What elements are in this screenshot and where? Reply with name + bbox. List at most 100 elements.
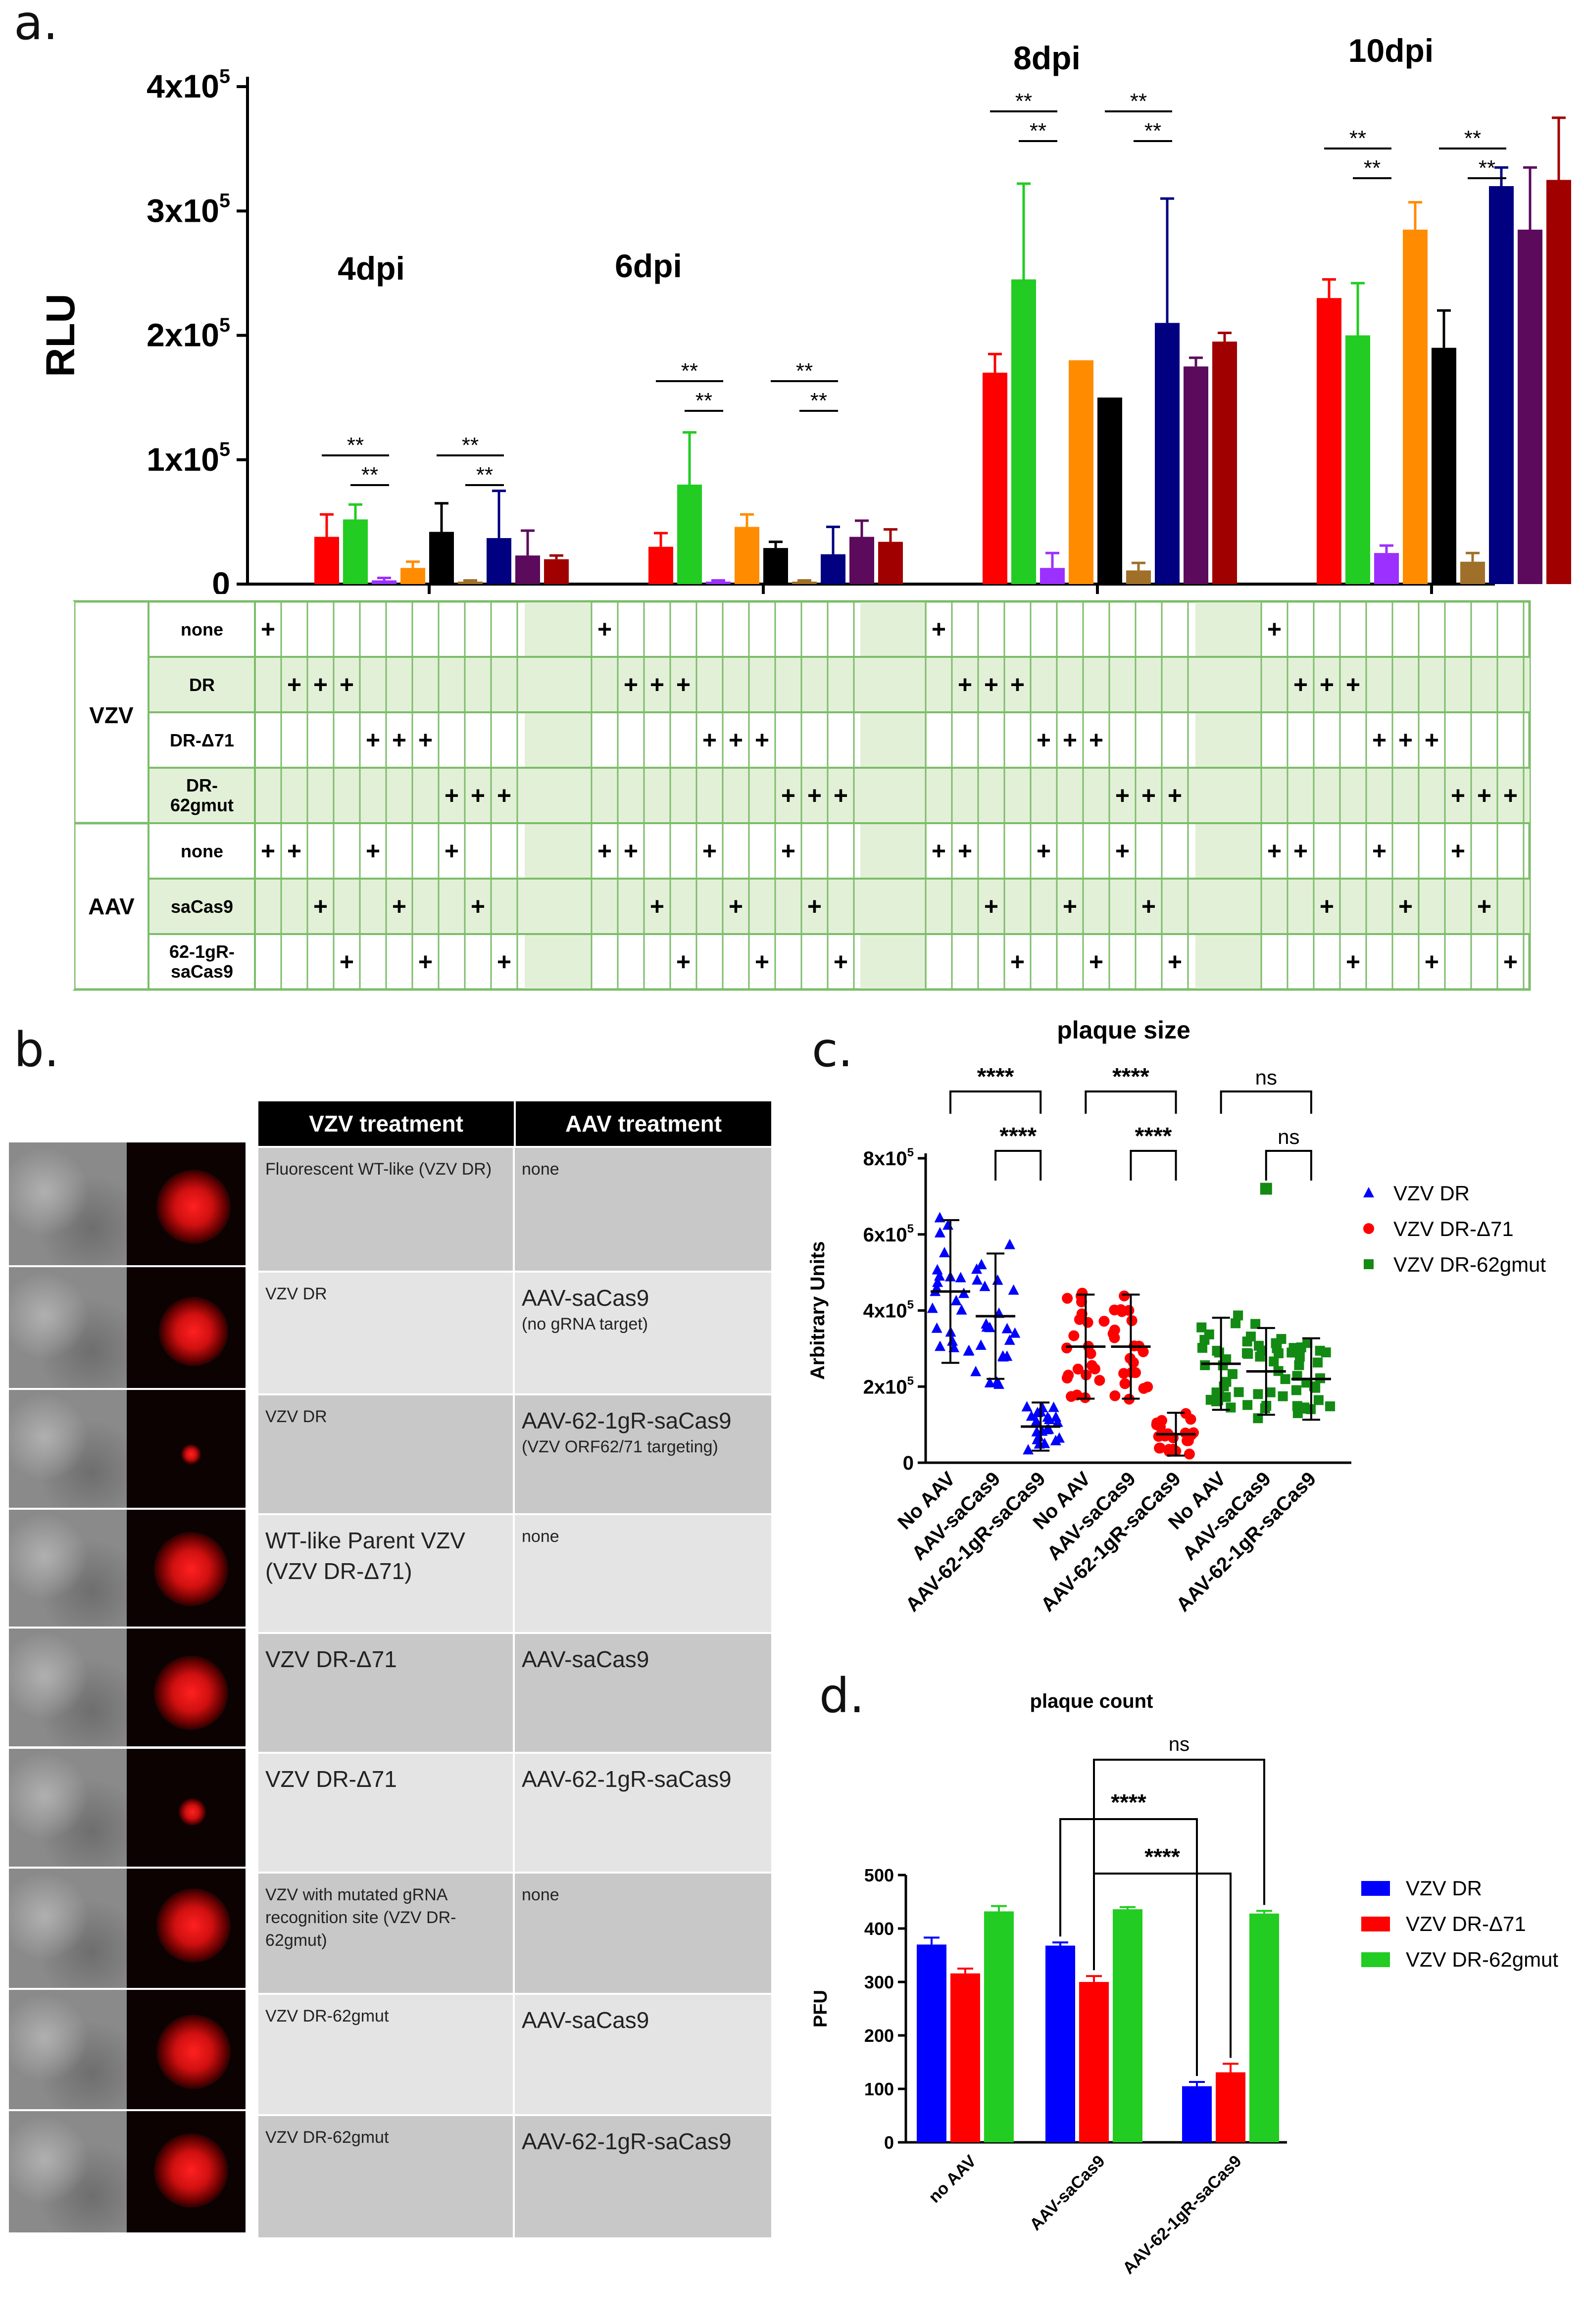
- row-label: 62-1gR-saCas9: [169, 941, 235, 982]
- vzv-cell: WT-like Parent VZV (VZV DR-Δ71): [258, 1515, 515, 1632]
- header-aav: AAV treatment: [565, 1111, 722, 1137]
- table-row: Fluorescent WT-like (VZV DR) none: [258, 1146, 771, 1271]
- data-point: [1271, 1338, 1281, 1348]
- plus-mark: +: [1477, 892, 1491, 920]
- plus-mark: +: [984, 892, 998, 920]
- data-point: [1138, 1346, 1149, 1357]
- y-axis-title: RLU: [38, 294, 83, 377]
- table-row: WT-like Parent VZV (VZV DR-Δ71) none: [258, 1513, 771, 1632]
- sig-label: **: [476, 463, 493, 487]
- plus-mark: +: [418, 726, 433, 754]
- row-label: DR-62gmut: [170, 775, 234, 815]
- data-point: [1245, 1332, 1256, 1342]
- plus-mark: +: [834, 948, 848, 976]
- sig-label: **: [796, 359, 813, 383]
- sig-label: **: [1015, 89, 1032, 113]
- bar: [1489, 186, 1514, 584]
- sig-label: **: [1030, 119, 1046, 143]
- legend-swatch: [1361, 1881, 1390, 1896]
- plus-mark: +: [1293, 671, 1308, 698]
- data-point: [1221, 1392, 1231, 1402]
- plus-mark: +: [1010, 671, 1025, 698]
- plus-mark: +: [1063, 892, 1077, 920]
- data-point: [1023, 1444, 1034, 1455]
- plaque-thumbnail: [9, 1267, 246, 1388]
- data-point: [1273, 1348, 1284, 1358]
- sig-label: ****: [1112, 1064, 1149, 1090]
- bar: [648, 546, 673, 584]
- plaque-blob: [179, 1798, 206, 1826]
- legend-label: VZV DR-62gmut: [1393, 1253, 1546, 1276]
- y-tick-label: 400: [864, 1919, 894, 1939]
- aav-text: AAV-62-1gR-saCas9: [522, 2128, 732, 2154]
- data-point: [1231, 1318, 1241, 1329]
- data-point: [992, 1274, 1003, 1285]
- sig-label: ****: [1111, 1789, 1146, 1815]
- sig-bracket: [949, 1090, 1042, 1114]
- data-point: [1043, 1414, 1055, 1425]
- data-point: [1119, 1290, 1130, 1302]
- plaque-blob: [159, 1297, 228, 1366]
- fluorescence-image: [127, 2111, 246, 2232]
- sig-label: **: [695, 389, 712, 413]
- sig-label: **: [681, 359, 698, 383]
- bar: [735, 527, 759, 584]
- table-row: VZV DR-62gmut AAV-saCas9: [258, 1993, 771, 2114]
- bar: [1216, 2072, 1245, 2142]
- data-point: [1068, 1330, 1080, 1341]
- sig-bracket: [1220, 1090, 1312, 1114]
- legend-swatch: [1361, 1917, 1390, 1931]
- legend-marker: [1364, 1259, 1374, 1269]
- aav-text: AAV-saCas9: [522, 2007, 649, 2033]
- data-point: [1034, 1438, 1045, 1449]
- sig-label: **: [1479, 156, 1495, 180]
- vzv-cell: VZV with mutated gRNA recognition site (…: [258, 1874, 515, 1993]
- plus-mark: +: [1503, 948, 1518, 976]
- y-tick-label: 4x105: [147, 65, 230, 104]
- sig-bracket: [1059, 1818, 1198, 2076]
- aav-text: AAV-saCas9: [522, 1646, 649, 1672]
- data-point: [972, 1274, 983, 1285]
- sig-bracket: [1093, 1873, 1232, 2058]
- bar: [372, 580, 396, 584]
- bar: [1011, 279, 1036, 584]
- plus-mark: +: [1398, 726, 1413, 754]
- row-label: saCas9: [171, 896, 233, 917]
- legend-label: VZV DR: [1393, 1182, 1470, 1205]
- plus-mark: +: [471, 892, 485, 920]
- bar: [1126, 570, 1151, 584]
- row-label: none: [181, 841, 223, 861]
- data-point: [939, 1246, 950, 1257]
- data-point: [934, 1270, 945, 1281]
- data-point: [958, 1287, 970, 1298]
- plus-mark: +: [1346, 671, 1360, 698]
- plus-mark: +: [1425, 726, 1439, 754]
- sig-label: **: [1144, 119, 1161, 143]
- bar: [1069, 360, 1093, 584]
- data-point: [956, 1304, 967, 1315]
- y-axis-title: PFU: [810, 1990, 831, 2027]
- table-row: VZV DR-62gmut AAV-62-1gR-saCas9: [258, 2114, 771, 2237]
- aav-subtext: (no gRNA target): [522, 1315, 648, 1334]
- plus-mark: +: [392, 892, 406, 920]
- group-label-8dpi: 8dpi: [1013, 40, 1081, 76]
- data-point: [970, 1366, 982, 1377]
- plus-mark: +: [1293, 837, 1308, 865]
- plaque-blob: [156, 1888, 231, 1963]
- bar: [1518, 229, 1542, 584]
- data-point: [1004, 1334, 1015, 1345]
- plaque-thumbnail: [9, 1990, 246, 2109]
- bar: [1317, 298, 1341, 584]
- data-point: [1294, 1360, 1304, 1370]
- vzv-cell: VZV DR-62gmut: [258, 2116, 515, 2237]
- data-point: [1250, 1319, 1261, 1329]
- sig-label: **: [347, 433, 364, 457]
- plus-mark: +: [1346, 948, 1360, 976]
- shaded-row: [148, 879, 1530, 934]
- plus-mark: +: [807, 782, 822, 809]
- plaque-blob: [181, 1444, 201, 1464]
- vzv-cell: VZV DR-Δ71: [258, 1634, 515, 1752]
- bar: [1182, 2086, 1212, 2142]
- plus-mark: +: [729, 726, 743, 754]
- data-point: [1212, 1345, 1222, 1356]
